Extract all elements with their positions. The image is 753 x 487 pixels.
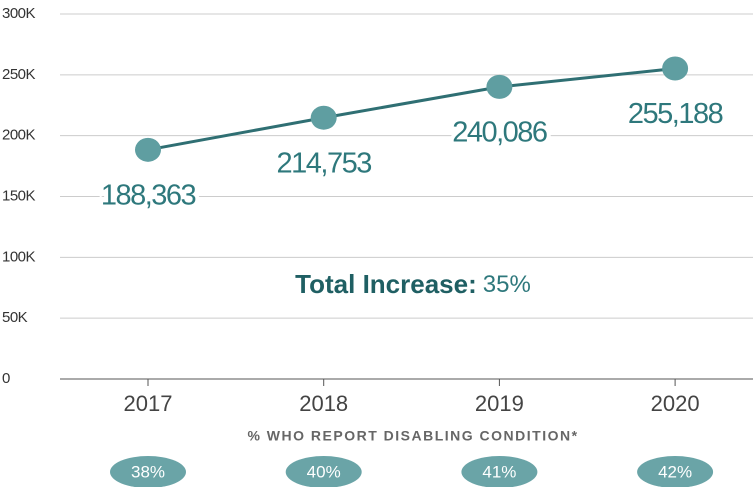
annotation: Total Increase: 35%: [295, 269, 531, 299]
data-label: 255,188: [628, 98, 723, 130]
y-tick-label: 0: [2, 370, 10, 387]
badge-label: 41%: [482, 462, 516, 481]
marker: [310, 105, 337, 130]
y-tick-label: 150K: [2, 187, 36, 204]
x-tick-label: 2017: [124, 391, 173, 416]
y-tick-label: 200K: [2, 127, 36, 144]
badge: [461, 456, 538, 487]
data-label: 188,363: [101, 179, 196, 211]
y-tick-label: 300K: [2, 5, 36, 22]
subtitle: % WHO REPORT DISABLING CONDITION*: [247, 428, 578, 444]
badge: [110, 456, 186, 487]
annotation-text: 35%: [483, 271, 531, 298]
marker: [135, 137, 161, 162]
annotation-label: Total Increase:: [295, 269, 477, 299]
y-tick-label: 50K: [2, 309, 28, 326]
y-tick-label: 100K: [2, 248, 36, 265]
badge-label: 38%: [131, 462, 165, 481]
badge-label: 40%: [307, 462, 341, 481]
y-tick-label: 250K: [2, 66, 36, 83]
x-tick-label: 2020: [651, 391, 700, 416]
x-tick-label: 2019: [475, 391, 524, 416]
data-label: 214,753: [277, 147, 372, 179]
marker: [662, 56, 689, 81]
x-tick-label: 2018: [299, 391, 348, 416]
badge-label: 42%: [658, 462, 692, 481]
badge: [285, 456, 362, 487]
data-label: 240,086: [452, 117, 547, 149]
badge: [637, 456, 714, 487]
marker: [486, 74, 513, 99]
series-line: [147, 67, 676, 152]
